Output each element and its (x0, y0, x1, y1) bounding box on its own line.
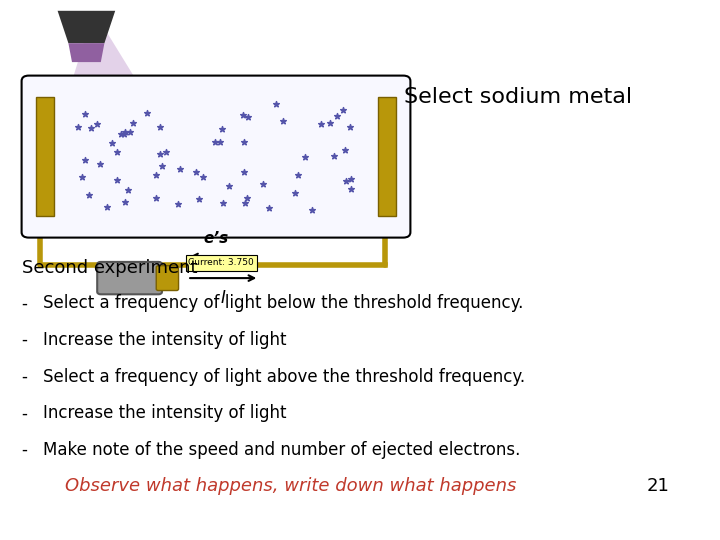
Point (72, 123, 84, 132)
Point (156, 162, 168, 171)
Point (264, 204, 275, 212)
Point (111, 147, 122, 156)
Point (209, 138, 220, 146)
Point (239, 198, 251, 207)
Point (150, 171, 162, 179)
Point (79, 110, 91, 118)
Point (141, 108, 153, 117)
Text: I: I (221, 289, 225, 307)
Text: Observe what happens, write down what happens: Observe what happens, write down what ha… (65, 477, 516, 495)
Point (119, 127, 130, 136)
Point (120, 198, 131, 207)
Point (289, 189, 301, 198)
Point (160, 148, 171, 157)
Point (238, 168, 250, 177)
Text: Select sodium metal: Select sodium metal (405, 87, 632, 107)
Point (115, 129, 127, 138)
Point (80, 156, 91, 164)
Text: Second experiment: Second experiment (22, 259, 197, 277)
Text: -: - (22, 368, 27, 386)
Point (299, 153, 310, 161)
Text: Make note of the speed and number of ejected electrons.: Make note of the speed and number of eje… (43, 441, 521, 459)
Text: Increase the intensity of light: Increase the intensity of light (43, 331, 287, 349)
Point (111, 176, 122, 185)
Text: -: - (22, 331, 27, 349)
Text: -: - (22, 404, 27, 422)
Polygon shape (68, 43, 104, 62)
Point (154, 123, 166, 132)
Point (340, 146, 351, 154)
Point (241, 193, 253, 202)
Point (122, 186, 134, 195)
Point (346, 185, 357, 193)
Point (217, 198, 229, 207)
Bar (378, 97, 396, 216)
Point (102, 203, 113, 212)
Point (344, 123, 356, 132)
Bar (36, 97, 54, 216)
Point (91, 119, 103, 128)
Point (328, 151, 340, 160)
Point (197, 173, 209, 181)
Point (340, 177, 351, 186)
Point (127, 118, 139, 127)
Point (76, 172, 88, 181)
Polygon shape (50, 11, 180, 151)
Point (277, 117, 289, 125)
FancyBboxPatch shape (22, 76, 410, 238)
Polygon shape (58, 11, 115, 43)
FancyBboxPatch shape (97, 262, 162, 294)
Point (172, 199, 184, 208)
Point (85, 124, 96, 133)
Point (224, 181, 235, 190)
Text: e’s: e’s (203, 231, 229, 246)
Point (346, 175, 357, 184)
Text: Increase the intensity of light: Increase the intensity of light (43, 404, 287, 422)
Point (119, 130, 130, 139)
Point (191, 167, 202, 176)
Text: Select a frequency of light below the threshold frequency.: Select a frequency of light below the th… (43, 294, 523, 312)
Point (237, 111, 248, 119)
Point (94, 160, 106, 168)
Point (337, 106, 348, 114)
Text: Select a frequency of light above the threshold frequency.: Select a frequency of light above the th… (43, 368, 526, 386)
Point (243, 113, 254, 122)
FancyBboxPatch shape (186, 255, 257, 271)
Point (83, 191, 94, 200)
Point (332, 112, 343, 121)
Point (270, 100, 282, 109)
FancyBboxPatch shape (156, 266, 179, 291)
Point (257, 179, 269, 188)
Point (150, 194, 161, 202)
Point (292, 171, 304, 180)
Point (174, 164, 186, 173)
Text: -: - (22, 441, 27, 459)
Point (154, 150, 166, 158)
Point (216, 125, 228, 133)
Point (238, 138, 250, 146)
Text: 21: 21 (647, 477, 670, 495)
Point (107, 139, 118, 147)
Point (306, 206, 318, 214)
Point (324, 119, 336, 127)
Point (215, 137, 226, 146)
Text: Current: 3.750: Current: 3.750 (188, 259, 254, 267)
Point (315, 120, 327, 129)
Text: -: - (22, 294, 27, 312)
Point (193, 194, 204, 203)
Point (124, 127, 135, 136)
